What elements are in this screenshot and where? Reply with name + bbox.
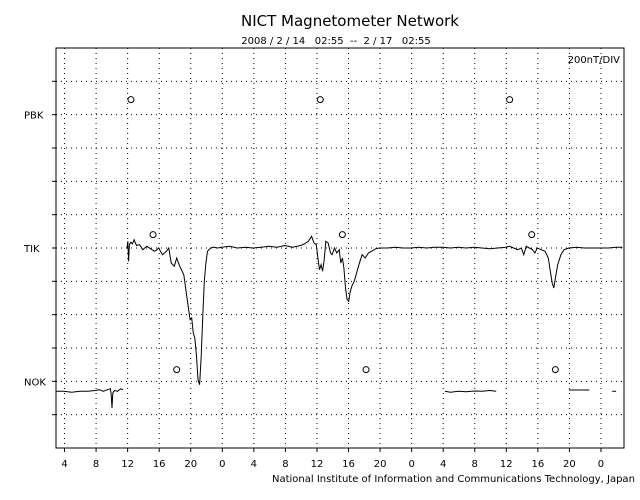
station-label-nok: NOK [24, 377, 46, 388]
credit-text: National Institute of Information and Co… [272, 474, 635, 485]
x-tick-label: 0 [408, 459, 414, 470]
x-tick-label: 4 [251, 459, 257, 470]
x-tick-label: 20 [374, 459, 387, 470]
midnight-marker-nok [551, 366, 559, 374]
series-line-nok [444, 389, 497, 393]
x-tick-label: 20 [563, 459, 576, 470]
x-tick-marks [52, 80, 602, 452]
x-tick-label: 16 [531, 459, 544, 470]
x-tick-label: 8 [282, 459, 288, 470]
midnight-marker-nok [362, 366, 370, 374]
midnight-marker-pbk [506, 96, 514, 104]
x-tick-label: 8 [93, 459, 99, 470]
midnight-marker-tik [338, 231, 346, 239]
series-line-nok [56, 388, 124, 409]
midnight-marker-tik [528, 231, 536, 239]
x-tick-label: 0 [598, 459, 604, 470]
midnight-marker-pbk [127, 96, 135, 104]
midnight-markers [127, 96, 559, 374]
series-layer [56, 235, 623, 409]
x-tick-label: 4 [61, 459, 67, 470]
series-line-tik [126, 235, 623, 385]
chart-title: NICT Magnetometer Network [241, 12, 459, 30]
x-tick-label: 0 [219, 459, 225, 470]
station-label-pbk: PBK [24, 111, 44, 122]
midnight-marker-nok [173, 366, 181, 374]
x-tick-label: 12 [500, 459, 513, 470]
midnight-marker-pbk [316, 96, 324, 104]
x-tick-label: 12 [311, 459, 324, 470]
midnight-marker-tik [149, 231, 157, 239]
x-tick-label: 16 [342, 459, 355, 470]
x-tick-label: 4 [440, 459, 446, 470]
x-tick-label: 20 [184, 459, 197, 470]
x-tick-label: 16 [153, 459, 166, 470]
scale-label: 200nT/DIV [568, 55, 621, 66]
chart-subtitle: 2008 / 2 / 14 02:55 -- 2 / 17 02:55 [241, 36, 430, 47]
station-label-tik: TIK [23, 244, 40, 255]
x-tick-label: 8 [472, 459, 478, 470]
label-layer: 4 8 12 16 20 0 4 8 12 16 20 0 4 8 12 16 20 0 PBK TIK NOK [23, 111, 604, 470]
x-tick-label: 12 [121, 459, 134, 470]
